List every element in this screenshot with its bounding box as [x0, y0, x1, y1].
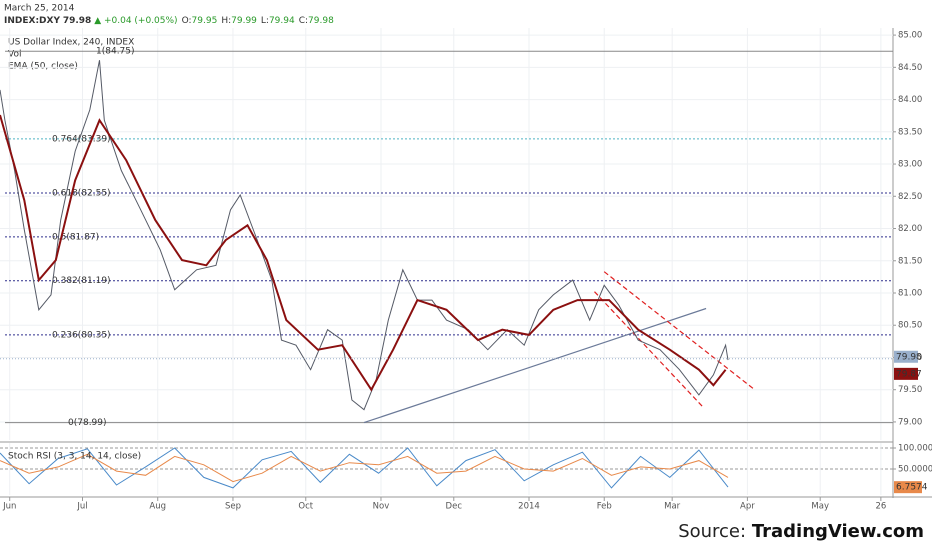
source: Source: TradingView.com — [678, 521, 924, 542]
x-tick-label: Feb — [597, 502, 612, 512]
quote-value: 79.99 — [231, 16, 257, 26]
quote-label: L: — [261, 16, 269, 26]
change: ▲ +0.04 (+0.05%) — [94, 16, 177, 26]
y-tick-label: 82.50 — [898, 192, 922, 202]
price-tag — [894, 350, 918, 363]
quote-line: INDEX:DXY 79.98 ▲ +0.04 (+0.05%) O:79.95 H… — [4, 16, 334, 26]
x-tick-label: May — [811, 502, 829, 512]
y-tick-label: 81.50 — [898, 256, 922, 266]
x-tick-label: Dec — [446, 502, 463, 512]
y-tick-label: 80.50 — [898, 321, 922, 331]
fib-label: 0.236(80.35) — [52, 330, 111, 340]
x-tick-label: Jun — [2, 502, 16, 512]
y-tick-label: 84.50 — [898, 63, 922, 73]
x-tick-label: Oct — [298, 502, 313, 512]
indicator-title: Stoch RSI (3, 3, 14, 14, close) — [8, 452, 141, 462]
price-tag-label: 79.87 — [896, 369, 922, 379]
value-tag-label: 6.7574 — [896, 483, 928, 493]
fib-label: 0.618(82.55) — [52, 189, 111, 199]
source-name: TradingView.com — [752, 521, 924, 542]
legend-item: US Dollar Index, 240, INDEX — [8, 38, 134, 48]
fib-label: 0(78.99) — [68, 418, 107, 428]
y-tick-label: 85.00 — [898, 31, 922, 41]
series-line — [0, 114, 727, 392]
y-tick-label: 79.50 — [898, 385, 922, 395]
quote-label: O: — [182, 16, 192, 26]
x-tick-label: Sep — [225, 502, 241, 512]
fib-label: 0.764(83.39) — [52, 134, 111, 144]
x-tick-label: Apr — [740, 502, 755, 512]
legend-item: EMA (50, close) — [8, 62, 78, 72]
y-tick-label: 79.00 — [898, 417, 922, 427]
fib-label: 0.382(81.19) — [52, 276, 111, 286]
y-tick-label: 83.00 — [898, 160, 922, 170]
y-tick-label: 50.0000 — [898, 465, 932, 475]
y-tick-label: 83.50 — [898, 127, 922, 137]
y-tick-label: 100.0000 — [898, 443, 932, 453]
trendline — [594, 291, 705, 409]
y-tick-label: 82.00 — [898, 224, 922, 234]
date: March 25, 2014 — [4, 4, 75, 14]
x-tick-label: 26 — [875, 502, 886, 512]
legend-item: Vol — [8, 50, 21, 60]
x-tick-label: Mar — [664, 502, 681, 512]
x-tick-label: Aug — [149, 502, 166, 512]
symbol: INDEX:DXY — [4, 16, 60, 26]
fib-label: 0.5(81.87) — [52, 232, 99, 242]
quote-value: 79.94 — [269, 16, 295, 26]
quote-label: C: — [299, 16, 308, 26]
series-line — [0, 453, 729, 483]
series-line — [0, 60, 729, 411]
price-tag-label: 79.98 — [896, 352, 922, 362]
quote-label: H: — [221, 16, 231, 26]
chart-layer — [0, 28, 893, 495]
fib-label: 1(84.75) — [96, 47, 135, 57]
y-tick-label: 81.00 — [898, 288, 922, 298]
quote-value: 79.95 — [192, 16, 218, 26]
quote: O:79.95 H:79.99 L:79.94 C:79.98 — [182, 16, 334, 26]
y-tick-label: 84.00 — [898, 95, 922, 105]
last: 79.98 — [63, 16, 91, 26]
trendline — [363, 307, 707, 424]
price-tag — [894, 367, 918, 380]
source-prefix: Source: — [678, 521, 746, 542]
value-tag — [894, 481, 922, 494]
x-tick-label: Nov — [373, 502, 390, 512]
quote-value: 79.98 — [308, 16, 334, 26]
x-tick-label: Jul — [76, 502, 87, 512]
x-tick-label: 2014 — [518, 502, 540, 512]
